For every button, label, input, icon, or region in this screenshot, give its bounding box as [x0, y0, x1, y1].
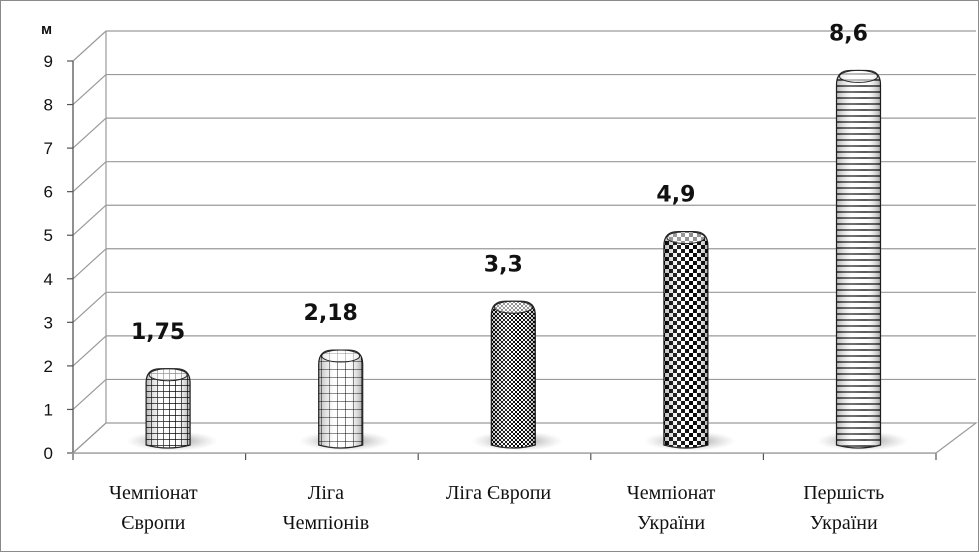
data-label: 1,75: [131, 320, 185, 345]
category-label: Ліга Чемпіонів: [283, 482, 370, 534]
bar-shading: [836, 70, 881, 448]
data-label: 4,9: [656, 183, 695, 208]
side-gridline: [72, 74, 107, 105]
y-tick-label: 9: [44, 52, 53, 71]
data-label: 2,18: [304, 301, 358, 326]
side-gridline: [72, 161, 107, 193]
y-tick-label: 8: [44, 96, 53, 115]
bar-shading: [146, 368, 191, 448]
category-label-line: Чемпіонат: [627, 482, 716, 504]
category-label: Ліга Європи: [446, 482, 552, 504]
side-gridline: [72, 204, 107, 236]
category-label-line: України: [810, 512, 878, 534]
bar-shading: [318, 350, 363, 448]
bar-cap: [839, 69, 878, 83]
side-gridline: [72, 379, 107, 410]
bar-shading: [663, 231, 708, 448]
y-tick-label: 4: [44, 270, 53, 289]
bar-cap: [666, 231, 706, 245]
category-label-line: Ліга: [308, 482, 344, 504]
bars-layer: [145, 69, 882, 449]
bar-cap: [493, 300, 533, 314]
side-gridline: [72, 248, 107, 280]
bar-cap: [321, 349, 361, 363]
category-label-line: Європи: [121, 512, 185, 534]
side-gridline: [72, 291, 107, 323]
y-tick-label: 2: [44, 357, 53, 376]
y-tick-label: 0: [44, 444, 53, 463]
labels-layer: 0 1 2 3 4 5 6 7 8 9 м 1,75 Чемпіонат Європи 2,18 Ліга Че…: [41, 21, 884, 534]
y-tick-label: 1: [44, 400, 53, 419]
category-label-line: України: [637, 512, 705, 534]
category-label-line: Ліга Європи: [446, 482, 552, 504]
side-gridline: [72, 30, 107, 62]
bar-cap: [148, 368, 188, 382]
side-gridline: [72, 117, 107, 149]
y-unit-label: м: [41, 21, 52, 38]
data-label: 3,3: [484, 252, 523, 277]
category-label: Чемпіонат Європи: [109, 482, 198, 534]
category-label-line: Першість: [803, 482, 884, 504]
category-label: Чемпіонат України: [627, 482, 716, 534]
y-tick-label: 5: [44, 226, 53, 245]
category-label-line: Чемпіонів: [283, 512, 370, 534]
category-label: Першість України: [803, 482, 884, 534]
category-label-line: Чемпіонат: [109, 482, 198, 504]
side-gridline: [72, 335, 107, 367]
bar-shading: [491, 301, 536, 448]
y-tick-label: 6: [44, 183, 53, 202]
y-tick-label: 3: [44, 313, 53, 332]
data-label: 8,6: [829, 21, 868, 46]
y-tick-label: 7: [44, 139, 53, 158]
grid-layer: [67, 30, 976, 460]
